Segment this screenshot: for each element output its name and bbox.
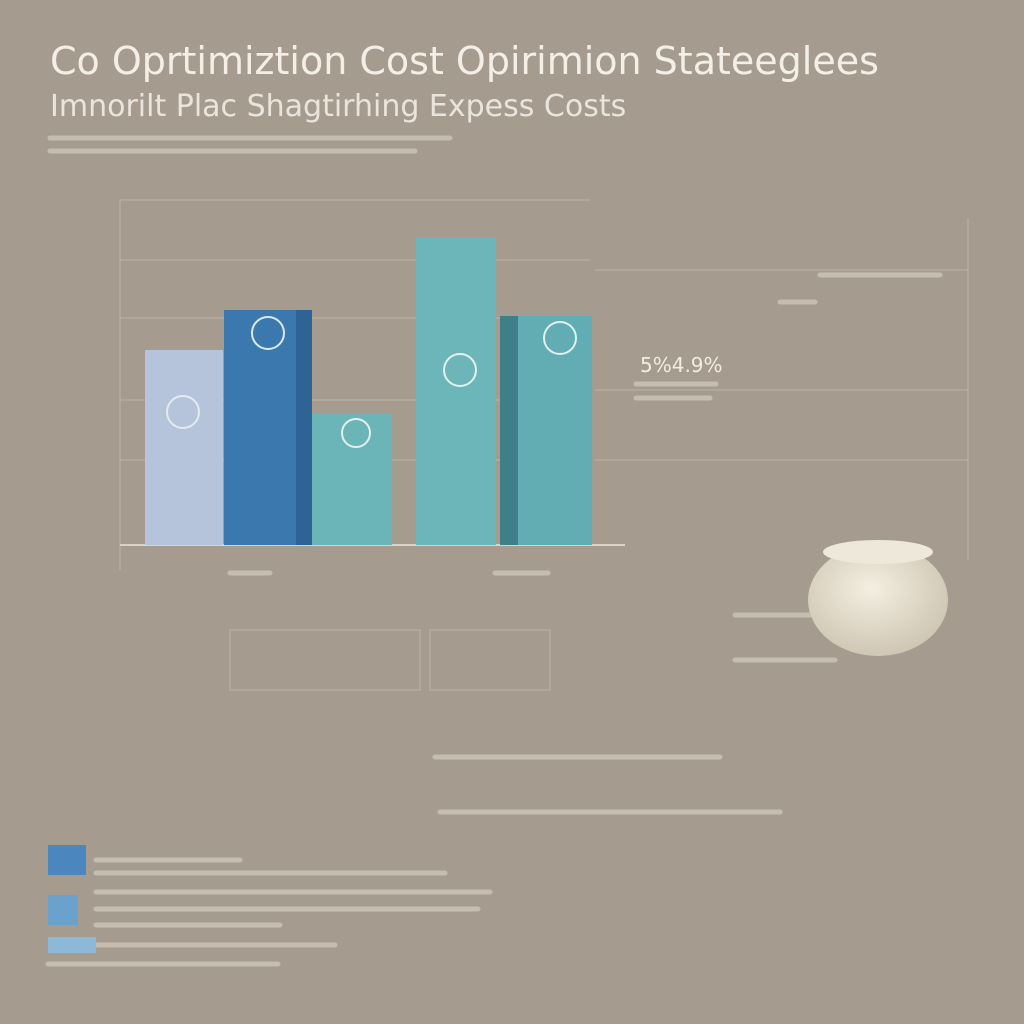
bar (416, 238, 496, 545)
icon (48, 937, 96, 953)
sketch-box (429, 629, 551, 691)
right-panel: 5%4.9% (595, 218, 969, 656)
intro-lines (47, 135, 453, 154)
bar (145, 350, 223, 545)
bar-icon (443, 353, 477, 387)
subtitle: Imnorilt Plac Shagtirhing Expess Costs (50, 89, 626, 124)
bar-icon (341, 418, 371, 448)
title: Co Oprtimiztion Cost Opirimion Stateegle… (50, 39, 879, 83)
bar-icon (251, 316, 285, 350)
bar-side (296, 310, 312, 545)
bar-icon (543, 321, 577, 355)
bar-side (500, 316, 518, 545)
sketch-box (229, 629, 421, 691)
bar (312, 414, 392, 545)
jar-rim (823, 540, 933, 564)
jar (808, 544, 948, 656)
icon (48, 845, 86, 875)
bar-icon (166, 395, 200, 429)
callout-value: 5%4.9% (640, 353, 723, 377)
icon (48, 895, 78, 925)
bars (145, 238, 592, 545)
lower-text (45, 570, 838, 967)
